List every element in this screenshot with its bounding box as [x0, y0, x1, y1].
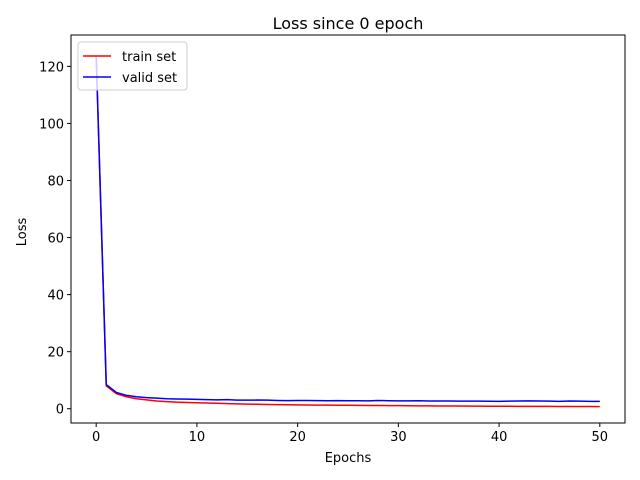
x-tick-label: 0 [92, 430, 100, 445]
x-tick-label: 40 [491, 430, 508, 445]
chart-title: Loss since 0 epoch [273, 14, 424, 33]
y-tick-label: 20 [47, 346, 64, 361]
y-tick-label: 120 [39, 60, 64, 75]
plot-frame [70, 34, 626, 424]
x-tick-label: 30 [390, 430, 407, 445]
y-tick-label: 100 [39, 117, 64, 132]
x-tick-label: 50 [592, 430, 609, 445]
x-axis-label: Epochs [325, 451, 372, 466]
series-layer [95, 54, 600, 408]
legend: train set valid set [77, 41, 188, 91]
legend-label-1: valid set [122, 71, 177, 86]
y-tick-label: 0 [56, 403, 64, 418]
series-line-1 [95, 54, 600, 403]
y-tick-label: 80 [47, 175, 64, 190]
y-axis-label: Loss [15, 218, 30, 247]
x-tick-label: 10 [189, 430, 206, 445]
y-tick-label: 60 [47, 232, 64, 247]
y-tick-label: 40 [47, 289, 64, 304]
legend-label-0: train set [122, 50, 176, 65]
legend-box [77, 41, 188, 91]
series-line-0 [95, 54, 600, 408]
x-tick-label: 20 [289, 430, 306, 445]
ticks-layer: 0 10 20 30 40 50 0 20 40 60 80 100 120 [39, 60, 608, 445]
